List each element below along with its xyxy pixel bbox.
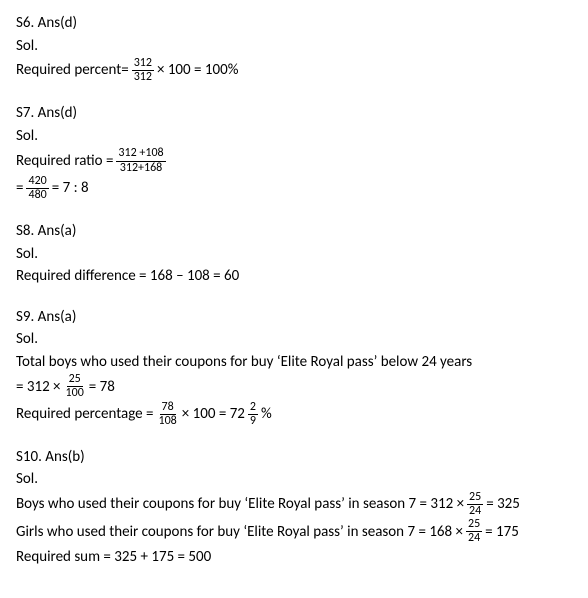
numerator: 2 (248, 401, 258, 415)
denominator: 24 (466, 532, 482, 545)
result: = 78 (89, 376, 115, 399)
boys-line: Boys who used their coupons for buy ‘Eli… (16, 491, 572, 518)
girls-fraction: 25 24 (466, 518, 482, 545)
girls-result: = 175 (485, 521, 519, 544)
sol-label: Sol. (16, 243, 572, 266)
fraction-3: 2 9 (248, 401, 258, 428)
heading: S6. Ans(d) (16, 12, 572, 35)
numerator: 420 (26, 175, 48, 189)
denominator: 312 (132, 71, 154, 84)
result: × 100 = 100% (157, 59, 238, 82)
fraction-1: 25 100 (64, 373, 86, 400)
middle: × 100 = 72 (182, 403, 245, 426)
sol-label: Sol. (16, 125, 572, 148)
equation-line1: = 312 × 25 100 = 78 (16, 373, 572, 400)
boys-text: Boys who used their coupons for buy ‘Eli… (16, 493, 464, 516)
heading: S7. Ans(d) (16, 102, 572, 125)
equation: Required percent= 312 312 × 100 = 100% (16, 57, 572, 84)
equation-line1: Required ratio = 312 +108 312+168 (16, 147, 572, 174)
numerator: 25 (466, 518, 482, 532)
heading: S10. Ans(b) (16, 446, 572, 469)
prefix: = 312 × (16, 376, 61, 399)
label: Required percent= (16, 59, 129, 82)
sol-label: Sol. (16, 468, 572, 491)
fraction: 312 312 (132, 57, 154, 84)
solution-s8: S8. Ans(a) Sol. Required difference = 16… (16, 220, 572, 288)
numerator: 25 (67, 373, 83, 387)
solution-s7: S7. Ans(d) Sol. Required ratio = 312 +10… (16, 102, 572, 202)
denominator: 480 (26, 189, 48, 202)
fraction-2: 78 108 (157, 401, 179, 428)
denominator: 100 (64, 387, 86, 400)
label: Required percentage = (16, 403, 154, 426)
denominator: 108 (157, 415, 179, 428)
boys-fraction: 25 24 (467, 491, 483, 518)
fraction-2: 420 480 (26, 175, 48, 202)
numerator: 25 (467, 491, 483, 505)
result: = 7 : 8 (52, 177, 89, 200)
heading: S8. Ans(a) (16, 220, 572, 243)
equation-line2: Required percentage = 78 108 × 100 = 72 … (16, 401, 572, 428)
fraction-1: 312 +108 312+168 (116, 147, 165, 174)
sol-label: Sol. (16, 328, 572, 351)
percent: % (261, 403, 272, 426)
boys-result: = 325 (486, 493, 520, 516)
girls-line: Girls who used their coupons for buy ‘El… (16, 518, 572, 545)
denominator: 312+168 (118, 162, 164, 175)
sol-label: Sol. (16, 35, 572, 58)
numerator: 312 (132, 57, 154, 71)
label: Required ratio = (16, 150, 113, 173)
girls-text: Girls who used their coupons for buy ‘El… (16, 521, 463, 544)
equation-line2: = 420 480 = 7 : 8 (16, 175, 572, 202)
solution-s6: S6. Ans(d) Sol. Required percent= 312 31… (16, 12, 572, 84)
description: Total boys who used their coupons for bu… (16, 351, 572, 374)
equals: = (16, 177, 23, 200)
numerator: 312 +108 (116, 147, 165, 161)
heading: S9. Ans(a) (16, 306, 572, 329)
equation: Required difference = 168 – 108 = 60 (16, 265, 572, 288)
sum-line: Required sum = 325 + 175 = 500 (16, 546, 572, 569)
solution-s10: S10. Ans(b) Sol. Boys who used their cou… (16, 446, 572, 568)
denominator: 9 (248, 415, 258, 428)
denominator: 24 (467, 505, 483, 518)
solution-s9: S9. Ans(a) Sol. Total boys who used thei… (16, 306, 572, 428)
numerator: 78 (160, 401, 176, 415)
